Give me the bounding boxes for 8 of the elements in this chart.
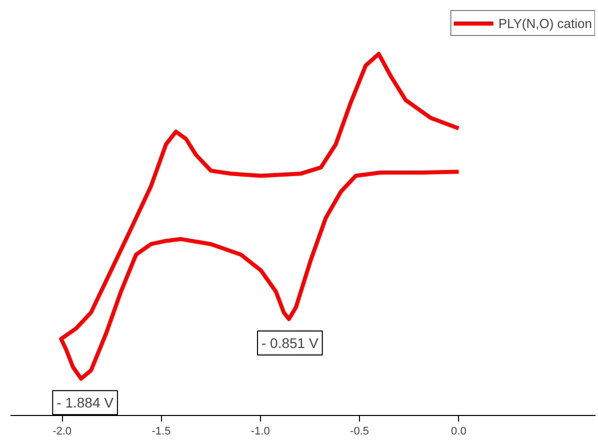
annotation: - 0.851 V (262, 334, 319, 351)
x-tick-label: 0.0 (451, 426, 466, 438)
annotation: - 1.884 V (56, 394, 114, 411)
x-tick-label: -1.0 (250, 426, 270, 438)
x-tick-label: -2.0 (52, 426, 72, 438)
x-tick-label: -0.5 (350, 426, 370, 438)
legend-label: PLY(N,O) cation (498, 16, 592, 30)
x-tick-label: -1.5 (152, 426, 171, 438)
